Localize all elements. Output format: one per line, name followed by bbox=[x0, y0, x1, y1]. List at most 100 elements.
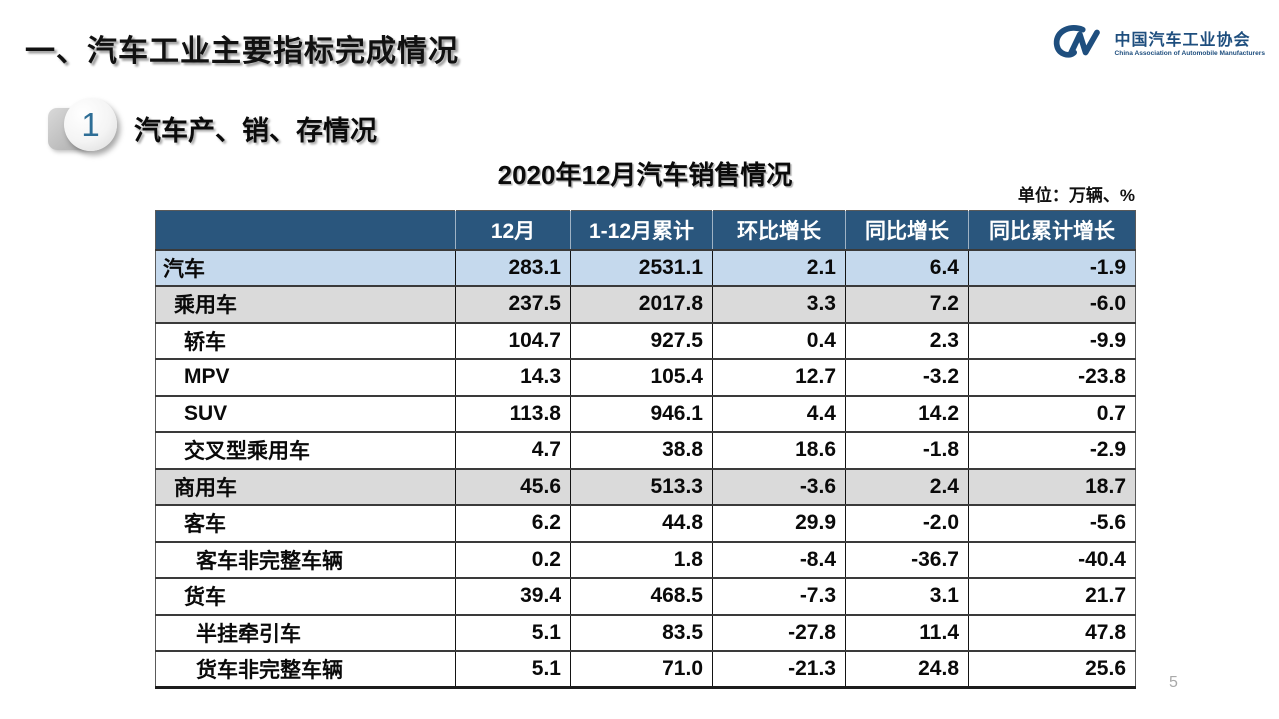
table-row: 客车非完整车辆 0.2 1.8 -8.4 -36.7 -40.4 bbox=[155, 541, 1136, 578]
value-cell: 6.4 bbox=[845, 249, 969, 286]
value-cell: 14.3 bbox=[455, 359, 571, 396]
value-cell: 6.2 bbox=[455, 505, 571, 542]
value-cell: 2017.8 bbox=[570, 286, 713, 323]
corner-cell bbox=[155, 210, 456, 250]
row-label: SUV bbox=[184, 401, 228, 425]
table-row: MPV 14.3 105.4 12.7 -3.2 -23.8 bbox=[155, 359, 1136, 396]
column-header: 环比增长 bbox=[712, 210, 846, 250]
table-row: 商用车 45.6 513.3 -3.6 2.4 18.7 bbox=[155, 468, 1136, 505]
value-cell: 105.4 bbox=[570, 359, 713, 396]
value-cell: -2.9 bbox=[968, 432, 1136, 469]
value-cell: 18.6 bbox=[712, 432, 846, 469]
value-cell: -3.6 bbox=[712, 468, 846, 505]
value-cell: 24.8 bbox=[845, 651, 969, 688]
table-header-row: 12月 1-12月累计 环比增长 同比增长 同比累计增长 bbox=[155, 210, 1136, 250]
unit-label: 单位：万辆、% bbox=[1017, 186, 1135, 205]
value-cell: -40.4 bbox=[968, 541, 1136, 578]
row-label: 货车 bbox=[184, 586, 226, 610]
table-row: 客车 6.2 44.8 29.9 -2.0 -5.6 bbox=[155, 505, 1136, 542]
value-cell: 113.8 bbox=[455, 395, 571, 432]
value-cell: 0.4 bbox=[712, 322, 846, 359]
column-header: 同比累计增长 bbox=[968, 210, 1136, 250]
table-row: 汽车 283.1 2531.1 2.1 6.4 -1.9 bbox=[155, 249, 1136, 286]
table-row: 乘用车 237.5 2017.8 3.3 7.2 -6.0 bbox=[155, 286, 1136, 323]
value-cell: -3.2 bbox=[845, 359, 969, 396]
main-title: 一、汽车工业主要指标完成情况 bbox=[25, 35, 459, 68]
value-cell: 5.1 bbox=[455, 614, 571, 651]
row-label: 轿车 bbox=[184, 330, 226, 354]
value-cell: 14.2 bbox=[845, 395, 969, 432]
value-cell: 44.8 bbox=[570, 505, 713, 542]
value-cell: 45.6 bbox=[455, 468, 571, 505]
value-cell: -21.3 bbox=[712, 651, 846, 688]
value-cell: 39.4 bbox=[455, 578, 571, 615]
value-cell: 38.8 bbox=[570, 432, 713, 469]
logo-name-zh: 中国汽车工业协会 bbox=[1114, 31, 1251, 49]
logo-text: 中国汽车工业协会 China Association of Automobile… bbox=[1115, 32, 1265, 58]
value-cell: 0.7 bbox=[968, 395, 1136, 432]
value-cell: -2.0 bbox=[845, 505, 969, 542]
value-cell: 25.6 bbox=[968, 651, 1136, 688]
value-cell: -5.6 bbox=[968, 505, 1136, 542]
table-body: 汽车 283.1 2531.1 2.1 6.4 -1.9 乘用车 237.5 2017.8 3.3… bbox=[155, 249, 1136, 688]
section-number: 1 bbox=[81, 105, 100, 143]
value-cell: 513.3 bbox=[570, 468, 713, 505]
value-cell: 3.1 bbox=[845, 578, 969, 615]
value-cell: 3.3 bbox=[712, 286, 846, 323]
caam-monogram-icon bbox=[1048, 22, 1106, 67]
value-cell: 71.0 bbox=[570, 651, 713, 688]
value-cell: 5.1 bbox=[455, 651, 571, 688]
row-label: 汽车 bbox=[163, 257, 205, 281]
value-cell: -36.7 bbox=[845, 541, 969, 578]
value-cell: 4.4 bbox=[712, 395, 846, 432]
row-label: 半挂牵引车 bbox=[196, 622, 301, 646]
value-cell: -23.8 bbox=[968, 359, 1136, 396]
value-cell: -27.8 bbox=[712, 614, 846, 651]
table-row: SUV 113.8 946.1 4.4 14.2 0.7 bbox=[155, 395, 1136, 432]
value-cell: 47.8 bbox=[968, 614, 1136, 651]
value-cell: 468.5 bbox=[570, 578, 713, 615]
value-cell: -9.9 bbox=[968, 322, 1136, 359]
value-cell: 12.7 bbox=[712, 359, 846, 396]
table-row: 轿车 104.7 927.5 0.4 2.3 -9.9 bbox=[155, 322, 1136, 359]
page-number: 5 bbox=[1169, 674, 1178, 691]
value-cell: 0.2 bbox=[455, 541, 571, 578]
row-label: 交叉型乘用车 bbox=[184, 440, 310, 464]
value-cell: 237.5 bbox=[455, 286, 571, 323]
table-row: 半挂牵引车 5.1 83.5 -27.8 11.4 47.8 bbox=[155, 614, 1136, 651]
column-header: 12月 bbox=[455, 210, 571, 250]
table-title: 2020年12月汽车销售情况 bbox=[497, 160, 793, 190]
row-label: 客车非完整车辆 bbox=[196, 549, 343, 573]
value-cell: 2.4 bbox=[845, 468, 969, 505]
value-cell: 18.7 bbox=[968, 468, 1136, 505]
logo-name-en: China Association of Automobile Manufact… bbox=[1114, 49, 1265, 57]
table-row: 货车非完整车辆 5.1 71.0 -21.3 24.8 25.6 bbox=[155, 651, 1136, 688]
column-header: 1-12月累计 bbox=[570, 210, 713, 250]
sales-table: 12月 1-12月累计 环比增长 同比增长 同比累计增长 汽车 283.1 2531.1 2.… bbox=[155, 210, 1136, 689]
value-cell: 283.1 bbox=[455, 249, 571, 286]
value-cell: 2531.1 bbox=[570, 249, 713, 286]
row-label: MPV bbox=[184, 365, 230, 389]
value-cell: 29.9 bbox=[712, 505, 846, 542]
value-cell: -7.3 bbox=[712, 578, 846, 615]
row-label: 客车 bbox=[184, 513, 226, 537]
table-row: 货车 39.4 468.5 -7.3 3.1 21.7 bbox=[155, 578, 1136, 615]
row-label: 乘用车 bbox=[174, 294, 237, 318]
value-cell: 11.4 bbox=[845, 614, 969, 651]
value-cell: 7.2 bbox=[845, 286, 969, 323]
value-cell: 1.8 bbox=[570, 541, 713, 578]
row-label: 商用车 bbox=[174, 476, 237, 500]
section-number-badge: 1 bbox=[64, 98, 117, 151]
value-cell: 946.1 bbox=[570, 395, 713, 432]
value-cell: 83.5 bbox=[570, 614, 713, 651]
value-cell: -6.0 bbox=[968, 286, 1136, 323]
value-cell: 2.1 bbox=[712, 249, 846, 286]
value-cell: 4.7 bbox=[455, 432, 571, 469]
value-cell: -1.8 bbox=[845, 432, 969, 469]
value-cell: -8.4 bbox=[712, 541, 846, 578]
value-cell: -1.9 bbox=[968, 249, 1136, 286]
table-row: 交叉型乘用车 4.7 38.8 18.6 -1.8 -2.9 bbox=[155, 432, 1136, 469]
value-cell: 21.7 bbox=[968, 578, 1136, 615]
row-label: 货车非完整车辆 bbox=[196, 659, 343, 682]
